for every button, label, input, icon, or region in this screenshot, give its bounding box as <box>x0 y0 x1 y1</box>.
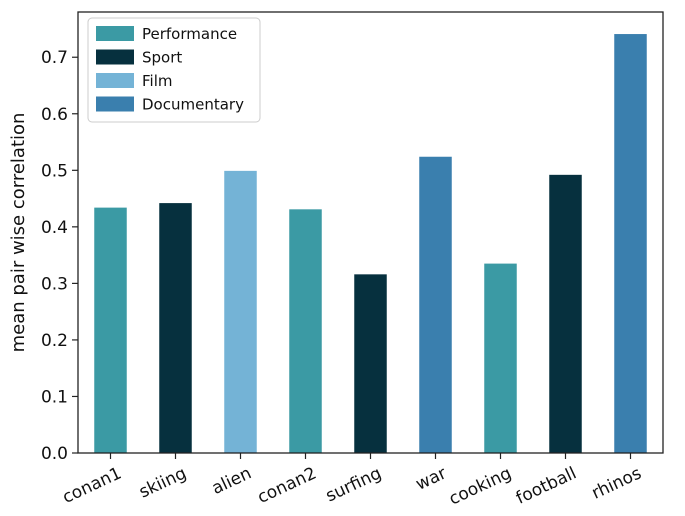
y-tick-label: 0.2 <box>41 331 68 351</box>
legend-swatch-film <box>96 73 134 88</box>
legend-label-performance: Performance <box>142 25 237 43</box>
y-tick-label: 0.7 <box>41 48 68 68</box>
legend-label-documentary: Documentary <box>142 96 244 114</box>
bar-war <box>419 156 452 454</box>
y-axis-label: mean pair wise correlation <box>8 113 29 353</box>
legend-label-sport: Sport <box>142 49 182 67</box>
x-tick-label: cooking <box>446 463 515 509</box>
x-tick-label: conan2 <box>254 463 319 508</box>
x-tick-label: war <box>413 463 450 494</box>
legend-swatch-performance <box>96 26 134 41</box>
x-tick-label: football <box>513 463 580 508</box>
legend-swatch-documentary <box>96 96 134 112</box>
bar-alien <box>224 170 257 453</box>
legend-box <box>87 17 261 123</box>
y-axis: 0.0 0.1 0.2 0.3 0.4 0.5 0.6 0.7 <box>41 48 78 464</box>
legend: Performance Sport Film Documentary <box>87 17 261 123</box>
plot-frame <box>77 11 664 454</box>
y-tick-label: 0.0 <box>41 444 68 464</box>
y-tick-label: 0.4 <box>41 218 68 238</box>
bar-conan1 <box>94 207 127 453</box>
bar-surfing <box>354 274 387 453</box>
y-tick-label: 0.6 <box>41 105 68 125</box>
y-tick-label: 0.3 <box>41 274 68 294</box>
y-tick-label: 0.5 <box>41 161 68 181</box>
bar-rhinos <box>614 34 647 454</box>
x-tick-label: conan1 <box>59 463 124 508</box>
x-tick-label: surfing <box>323 463 385 506</box>
x-tick-label: alien <box>209 463 255 498</box>
x-tick-label: rhinos <box>589 463 645 503</box>
bar-football <box>549 174 582 453</box>
bar-cooking <box>484 263 517 453</box>
legend-swatch-sport <box>96 49 134 65</box>
y-tick-label: 0.1 <box>41 387 68 407</box>
legend-label-film: Film <box>142 72 172 90</box>
x-axis: conan1 skiing alien conan2 surfing warcooking… <box>59 453 645 510</box>
bar-conan2 <box>289 209 322 453</box>
bars-group <box>94 34 647 454</box>
bar-skiing <box>159 203 192 453</box>
x-tick-label: skiing <box>136 463 190 502</box>
